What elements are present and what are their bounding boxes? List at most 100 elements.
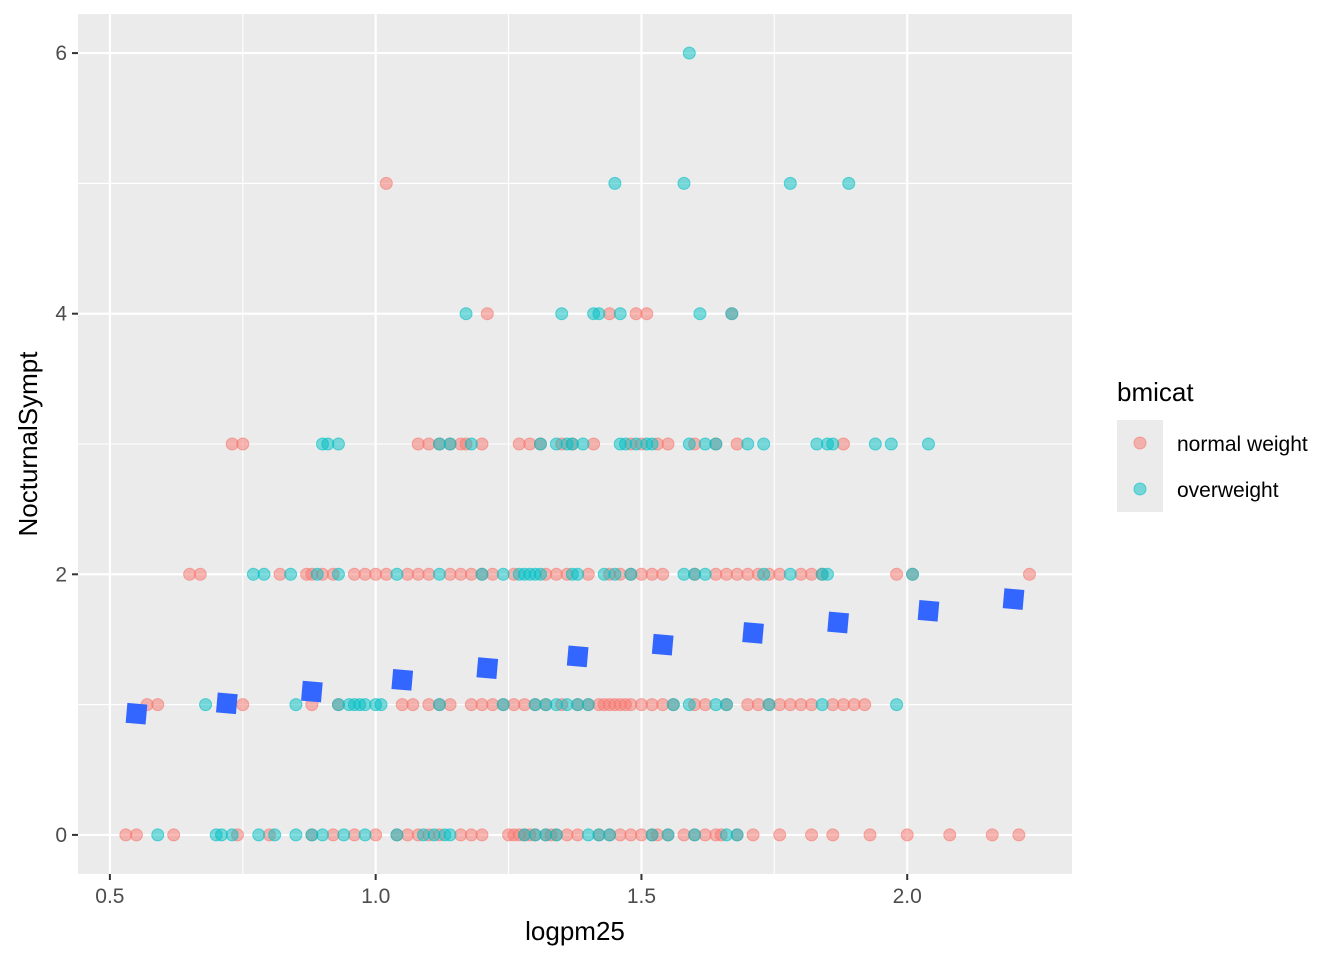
point-overweight [682,46,696,60]
point-normal-weight [1012,828,1026,842]
point-overweight [374,698,388,712]
point-overweight [608,567,622,581]
point-overweight [252,828,266,842]
point-overweight [757,437,771,451]
y-axis-title: NocturnalSympt [13,351,43,537]
point-overweight [906,567,920,581]
point-overweight [533,567,547,581]
point-normal-weight [943,828,957,842]
point-overweight [289,698,303,712]
point-normal-weight [858,698,872,712]
point-overweight [257,567,271,581]
point-overweight [432,698,446,712]
point-overweight [730,828,744,842]
point-overweight [884,437,898,451]
trend-marker [827,611,849,634]
point-normal-weight [167,828,181,842]
point-normal-weight [379,176,393,190]
point-overweight [666,698,680,712]
legend: bmicat normal weight overweight [1117,377,1308,512]
legend-marker-normal-weight [1133,436,1147,450]
point-overweight [661,828,675,842]
point-overweight [549,828,563,842]
point-overweight [688,828,702,842]
point-normal-weight [746,828,760,842]
point-overweight [783,176,797,190]
point-normal-weight [640,307,654,321]
trend-marker [1002,588,1025,610]
point-overweight [890,698,904,712]
point-overweight [496,567,510,581]
point-overweight [682,437,696,451]
legend-label-normal-weight: normal weight [1177,433,1308,456]
point-overweight [719,698,733,712]
point-overweight [725,307,739,321]
x-tick-label: 1.5 [627,885,656,908]
point-overweight [815,698,829,712]
trend-marker [301,680,323,703]
point-overweight [741,437,755,451]
point-overweight [921,437,935,451]
point-overweight [698,567,712,581]
point-overweight [533,437,547,451]
point-overweight [820,567,834,581]
point-normal-weight [236,698,250,712]
x-axis-title: logpm25 [525,916,625,946]
legend-label-overweight: overweight [1177,479,1279,502]
point-overweight [608,176,622,190]
point-overweight [762,698,776,712]
point-overweight [310,567,324,581]
point-overweight [432,567,446,581]
point-overweight [868,437,882,451]
point-overweight [225,828,239,842]
point-overweight [581,698,595,712]
point-normal-weight [193,567,207,581]
x-tick-label: 2.0 [893,885,922,908]
point-overweight [576,437,590,451]
point-overweight [289,828,303,842]
x-axis: 0.5 1.0 1.5 2.0 [95,874,922,908]
point-normal-weight [480,307,494,321]
trend-marker [391,669,414,691]
legend-title: bmicat [1117,377,1194,407]
trend-marker [566,645,589,668]
point-overweight [331,437,345,451]
point-overweight [693,307,707,321]
point-overweight [555,307,569,321]
point-overweight [757,567,771,581]
point-normal-weight [900,828,914,842]
point-normal-weight [656,567,670,581]
point-normal-weight [1022,567,1036,581]
trend-marker [742,622,764,644]
point-overweight [571,567,585,581]
x-tick-label: 0.5 [95,885,124,908]
trend-marker [651,633,674,656]
trend-marker [125,702,148,725]
legend-marker-overweight [1133,482,1147,496]
point-overweight [709,437,723,451]
point-overweight [842,176,856,190]
point-normal-weight [406,698,420,712]
y-tick-label: 4 [55,303,67,326]
y-axis: 0 2 4 6 [55,42,78,847]
point-overweight [592,307,606,321]
point-overweight [496,698,510,712]
point-normal-weight [661,437,675,451]
point-overweight [475,567,489,581]
y-tick-label: 6 [55,42,67,65]
point-normal-weight [805,828,819,842]
point-normal-weight [890,567,904,581]
point-overweight [199,698,213,712]
point-overweight [603,828,617,842]
point-overweight [390,828,404,842]
point-overweight [337,828,351,842]
point-overweight [613,307,627,321]
point-normal-weight [985,828,999,842]
point-normal-weight [773,828,787,842]
point-normal-weight [129,828,143,842]
point-normal-weight [826,828,840,842]
point-overweight [464,437,478,451]
point-normal-weight [151,698,165,712]
point-overweight [316,828,330,842]
